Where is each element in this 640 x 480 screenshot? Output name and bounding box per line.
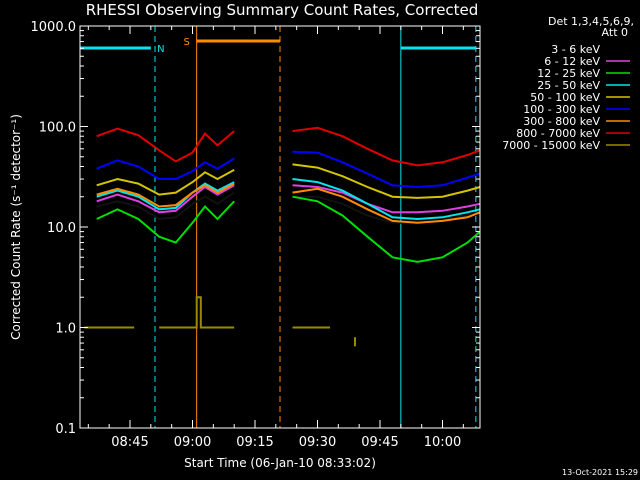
series-line-50to100keV-seg0 [96,169,235,196]
x-tick-label-3: 09:30 [299,435,336,450]
series-line-6to12keV-seg1 [292,184,481,214]
series-line-100to300keV-seg0 [96,157,235,180]
y-tick-label-4: 0.1 [55,422,76,437]
x-tick-label-5: 10:00 [424,435,461,450]
flag-label-S: S [183,37,189,48]
legend-label-12to25keV: 12 - 25 keV [537,67,600,80]
series-line-50to100keV-seg1 [292,163,481,199]
x-tick-label-0: 08:45 [111,435,148,450]
x-tick-label-1: 09:00 [174,435,211,450]
footer-date: 13-Oct-2021 15:29 [562,468,638,477]
flag-bars: NS [80,37,476,55]
series-line-3to6keV-seg0 [96,191,235,221]
legend-label-300to800keV: 300 - 800 keV [523,115,600,128]
series-line-800to7000keV-seg0 [96,127,235,163]
vertical-markers [79,26,477,428]
x-tick-label-2: 09:15 [236,435,273,450]
series-line-12to25keV-seg0 [96,200,235,244]
x-tick-label-4: 09:45 [361,435,398,450]
series-line-800to7000keV-seg1 [292,126,481,167]
chart-title: RHESSI Observing Summary Count Rates, Co… [86,1,479,19]
series-line-25to50keV-seg1 [292,178,481,221]
legend-label-6to12keV: 6 - 12 keV [544,55,600,68]
y-tick-label-3: 1.0 [55,322,76,337]
series-line-6to12keV-seg0 [96,184,235,214]
series-line-300to800keV-seg0 [96,182,235,208]
x-axis: 08:45 09:00 09:15 09:30 09:45 10:00 [87,26,464,450]
series-line-300to800keV-seg1 [292,187,481,224]
legend-label-3to6keV: 3 - 6 keV [551,43,600,56]
series-line-100to300keV-seg1 [292,150,481,189]
y-axis: 1000.0 100.0 10.0 1.0 0.1 [31,20,480,437]
series-line-3to6keV-seg1 [292,195,481,224]
legend-title-line-2: Att 0 [602,26,628,39]
series-line-7000to15000keV-seg1 [159,296,235,329]
series-line-25to50keV-seg0 [96,181,235,211]
legend-label-7000to15000keV: 7000 - 15000 keV [502,139,600,152]
legend-label-800to7000keV: 800 - 7000 keV [516,127,600,140]
legend-label-50to100keV: 50 - 100 keV [530,91,600,104]
x-axis-label: Start Time (06-Jan-10 08:33:02) [184,456,376,470]
legend-label-100to300keV: 100 - 300 keV [523,103,600,116]
y-axis-label: Corrected Count Rate (s⁻¹ detector⁻¹) [9,114,23,340]
flag-label-N: N [157,44,164,55]
y-tick-label-1: 100.0 [39,121,76,136]
legend-label-25to50keV: 25 - 50 keV [537,79,600,92]
series-line-12to25keV-seg1 [292,195,481,263]
series-lines [84,126,481,347]
y-tick-label-0: 1000.0 [31,20,77,35]
y-tick-label-2: 10.0 [47,221,76,236]
legend-title-line-1: Det 1,3,4,5,6,9, [548,15,634,28]
